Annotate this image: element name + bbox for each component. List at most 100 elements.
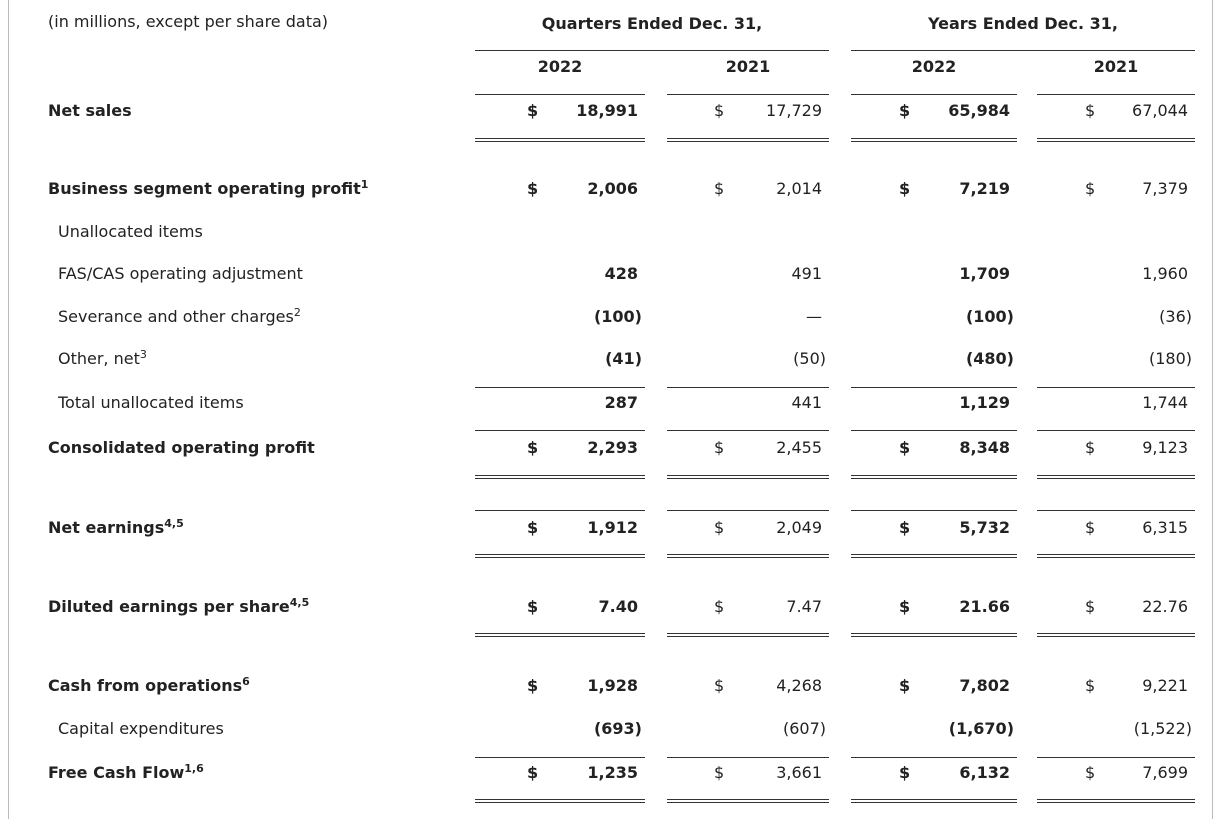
caption: (in millions, except per share data) (48, 12, 329, 31)
frame-right (1212, 0, 1213, 819)
rule (1037, 475, 1195, 476)
label-text: FAS/CAS operating adjustment (58, 264, 303, 283)
rule (1037, 633, 1195, 634)
row-label: Free Cash Flow1,6 (48, 763, 204, 783)
cell-value: 491 (791, 264, 822, 283)
cell-value: 2,049 (776, 518, 822, 537)
currency: $ (714, 438, 725, 457)
cell-value: (180) (1148, 349, 1192, 368)
currency: $ (1085, 179, 1096, 198)
rule (1037, 141, 1195, 142)
currency: $ (714, 179, 725, 198)
cell-value: 1,928 (587, 676, 638, 695)
rule (475, 141, 645, 142)
row-label: Net earnings4,5 (48, 518, 184, 538)
currency: $ (899, 597, 911, 616)
rule (475, 478, 645, 479)
row-label: Capital expenditures (58, 719, 224, 739)
rule (851, 430, 1017, 431)
rule (475, 387, 645, 388)
label-text: Diluted earnings per share (48, 597, 290, 616)
rule (667, 141, 829, 142)
rule (851, 557, 1017, 558)
cell-value: (607) (782, 719, 826, 738)
rule (475, 475, 645, 476)
label-text: Consolidated operating profit (48, 438, 315, 457)
cell-value: 22.76 (1142, 597, 1188, 616)
currency: $ (527, 518, 539, 537)
cell-value: 441 (791, 393, 822, 412)
row-label: Other, net3 (58, 349, 147, 369)
rule (475, 554, 645, 555)
rule (475, 557, 645, 558)
cell-value: 2,014 (776, 179, 822, 198)
row-label: Cash from operations6 (48, 676, 250, 696)
rule (1037, 802, 1195, 803)
currency: $ (527, 101, 539, 120)
rule (851, 636, 1017, 637)
currency: $ (1085, 101, 1096, 120)
rule (475, 633, 645, 634)
row-label: FAS/CAS operating adjustment (58, 264, 303, 284)
rule (851, 138, 1017, 139)
row-label: Total unallocated items (58, 393, 244, 413)
rule (1037, 636, 1195, 637)
currency: $ (714, 597, 725, 616)
rule (475, 802, 645, 803)
rule (1037, 510, 1195, 511)
cell-value: 7,219 (959, 179, 1010, 198)
rule (851, 478, 1017, 479)
rule (851, 141, 1017, 142)
cell-value: 21.66 (959, 597, 1010, 616)
rule (851, 799, 1017, 800)
label-text: Cash from operations (48, 676, 243, 695)
cell-value: 6,315 (1142, 518, 1188, 537)
currency: $ (527, 676, 539, 695)
row-label: Severance and other charges2 (58, 307, 301, 327)
currency: $ (899, 101, 911, 120)
rule (667, 633, 829, 634)
currency: $ (899, 179, 911, 198)
cell-value: 2,455 (776, 438, 822, 457)
currency: $ (899, 676, 911, 695)
cell-value: 7,802 (959, 676, 1010, 695)
label-text: Other, net (58, 349, 140, 368)
cell-value: — (806, 307, 822, 326)
label-text: Total unallocated items (58, 393, 244, 412)
currency: $ (527, 179, 539, 198)
cell-value: (1,522) (1133, 719, 1192, 738)
cell-value: (50) (793, 349, 826, 368)
rule (475, 50, 829, 51)
rule (851, 554, 1017, 555)
footnote-ref: 3 (139, 348, 147, 361)
rule (851, 633, 1017, 634)
cell-value: 65,984 (948, 101, 1010, 120)
rule (475, 510, 645, 511)
cell-value: 17,729 (766, 101, 822, 120)
cell-value: 7.47 (786, 597, 822, 616)
group-header: Years Ended Dec. 31, (927, 14, 1118, 33)
cell-value: 9,221 (1142, 676, 1188, 695)
currency: $ (1085, 763, 1096, 782)
cell-value: 1,912 (587, 518, 638, 537)
currency: $ (1085, 438, 1096, 457)
label-text: Unallocated items (58, 222, 203, 241)
cell-value: 9,123 (1142, 438, 1188, 457)
currency: $ (714, 518, 725, 537)
rule (667, 757, 829, 758)
currency: $ (1085, 518, 1096, 537)
footnote-ref: 1 (360, 178, 369, 191)
cell-value: 1,960 (1142, 264, 1188, 283)
cell-value: 4,268 (776, 676, 822, 695)
rule (1037, 478, 1195, 479)
rule (851, 387, 1017, 388)
cell-value: 5,732 (959, 518, 1010, 537)
group-header: Quarters Ended Dec. 31, (541, 14, 763, 33)
footnote-ref: 4,5 (164, 517, 184, 530)
rule (851, 94, 1017, 95)
rule (851, 50, 1195, 51)
year-header: 2021 (725, 57, 771, 76)
rule (667, 557, 829, 558)
row-label: Business segment operating profit1 (48, 179, 368, 199)
